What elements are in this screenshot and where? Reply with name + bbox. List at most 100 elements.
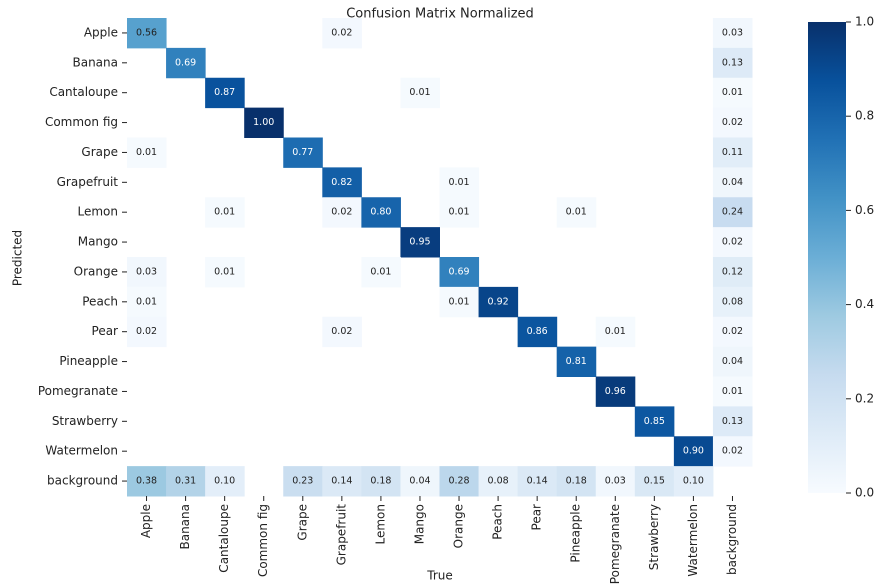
cell	[712, 167, 753, 198]
cell	[712, 406, 753, 437]
cell	[283, 137, 323, 168]
colorbar-tick-label: 0.2	[855, 391, 874, 405]
cell-label: 0.01	[214, 266, 235, 277]
x-axis-label: True	[426, 569, 453, 583]
cell-label: 1.00	[253, 117, 274, 128]
cell-label: 0.01	[722, 87, 743, 98]
cell	[517, 466, 558, 497]
cell	[244, 107, 284, 138]
cell	[127, 257, 167, 288]
cell	[400, 227, 440, 258]
x-tick-label: Apple	[139, 504, 153, 538]
cell-label: 0.03	[722, 27, 743, 38]
cell	[322, 466, 362, 497]
cell	[361, 197, 401, 228]
y-tick-label: Cantaloupe	[49, 85, 118, 99]
cell-label: 0.90	[683, 446, 704, 457]
cell	[712, 316, 753, 348]
cell	[556, 346, 597, 377]
x-tick-label: Grapefruit	[334, 504, 348, 566]
y-tick-label: Pineapple	[59, 354, 118, 368]
y-tick-label: Strawberry	[52, 414, 118, 428]
cell	[205, 77, 245, 109]
cell-label: 0.18	[566, 476, 587, 487]
cell-label: 0.01	[370, 266, 391, 277]
cell	[478, 286, 519, 318]
cell	[712, 346, 753, 377]
cell-label: 0.82	[331, 177, 352, 188]
cell	[205, 197, 245, 228]
cell	[361, 257, 401, 288]
cell	[166, 47, 206, 79]
cell	[595, 376, 636, 407]
cell	[127, 316, 167, 348]
colorbar-tick-label: 0.8	[855, 109, 874, 123]
cell-label: 0.15	[644, 476, 665, 487]
y-tick-label: Watermelon	[45, 444, 118, 458]
cell-label: 0.01	[409, 87, 430, 98]
cell-label: 0.85	[644, 416, 665, 427]
cell-label: 0.14	[527, 476, 548, 487]
cell-label: 0.18	[370, 476, 391, 487]
cell	[712, 227, 753, 258]
cell	[712, 47, 753, 79]
cell	[712, 286, 753, 318]
cell-label: 0.02	[722, 326, 743, 337]
cell-label: 0.08	[722, 296, 743, 307]
cell-label: 0.01	[605, 326, 626, 337]
cell-label: 0.80	[370, 207, 391, 218]
cell	[478, 466, 519, 497]
x-tick-label: Strawberry	[647, 504, 661, 570]
cell	[322, 316, 362, 348]
cell	[283, 466, 323, 497]
cell	[322, 18, 362, 49]
cell-label: 0.95	[409, 237, 430, 248]
y-tick-label: Apple	[84, 25, 118, 39]
x-tick-label: Cantaloupe	[217, 504, 231, 573]
cell	[400, 77, 440, 109]
cell-label: 0.01	[722, 386, 743, 397]
cell-label: 0.69	[175, 57, 196, 68]
cell	[712, 18, 753, 49]
x-tick-label: Grape	[295, 504, 309, 541]
x-tick-label: Mango	[412, 504, 426, 544]
cell	[673, 436, 714, 467]
cell-label: 0.96	[605, 386, 626, 397]
x-tick-label: Peach	[491, 504, 505, 540]
cell-label: 0.02	[331, 207, 352, 218]
cell	[634, 406, 675, 437]
cell	[205, 466, 245, 497]
cell-label: 0.04	[722, 356, 743, 367]
colorbar-tick-label: 0.4	[855, 297, 874, 311]
cell-label: 0.69	[448, 266, 469, 277]
x-tick-label: Lemon	[373, 504, 387, 545]
x-tick-label: Pineapple	[569, 504, 583, 563]
cell-label: 0.01	[136, 296, 157, 307]
cell-label: 0.02	[722, 237, 743, 248]
cell-label: 0.02	[722, 446, 743, 457]
y-tick-label: Pomegranate	[38, 384, 118, 398]
cell-label: 0.28	[448, 476, 469, 487]
x-tick-label: background	[725, 504, 739, 575]
y-axis-label: Predicted	[11, 230, 25, 286]
colorbar-tick-label: 1.0	[855, 15, 874, 29]
cell-label: 0.11	[722, 147, 743, 158]
cell-label: 0.01	[136, 147, 157, 158]
cell	[439, 466, 480, 497]
cell-label: 0.08	[488, 476, 509, 487]
cell	[322, 167, 362, 198]
y-tick-label: Common fig	[45, 115, 118, 129]
cell-label: 0.38	[136, 476, 157, 487]
cell	[595, 466, 636, 497]
cell	[127, 466, 167, 497]
cell-label: 0.03	[136, 266, 157, 277]
cell	[712, 77, 753, 109]
x-tick-label: Common fig	[256, 504, 270, 577]
cell	[712, 197, 753, 228]
cell	[439, 197, 480, 228]
colorbar-tick-label: 0.6	[855, 203, 874, 217]
cell	[127, 137, 167, 168]
cell-label: 0.81	[566, 356, 587, 367]
y-tick-label: Peach	[82, 294, 118, 308]
